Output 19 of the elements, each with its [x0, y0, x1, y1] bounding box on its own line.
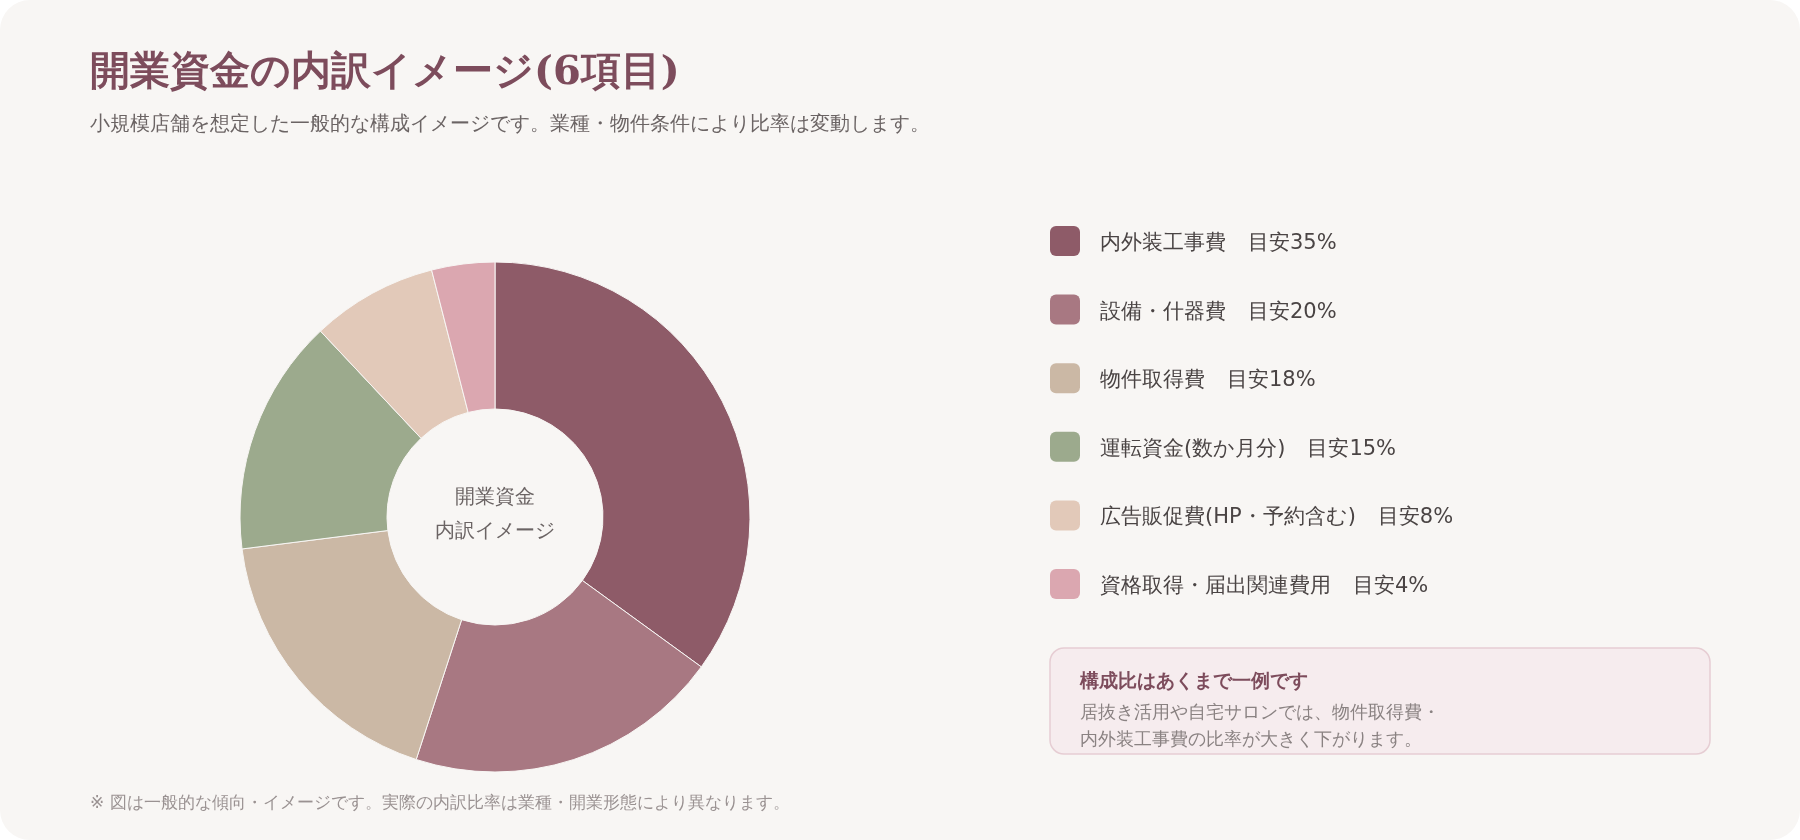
chart-subtitle: 小規模店舗を想定した一般的な構成イメージです。業種・物件条件により比率は変動します。: [90, 111, 930, 135]
data-label: 目安8%: [1377, 504, 1454, 529]
text: 構成比はあくまで一例です: [1079, 669, 1308, 691]
chart-title: 開業資金の内訳イメージ(6項目): [90, 46, 680, 93]
data-label: 目安35%: [1248, 230, 1337, 254]
legend-label: 広告販促費(HP・予約含む): [1100, 504, 1356, 529]
data-label: 目安15%: [1307, 435, 1397, 460]
text: ※ 図は一般的な傾向・イメージです。実際の内訳比率は業種・開業形態により異なります。: [90, 792, 790, 812]
text: 内訳イメージ: [435, 518, 555, 542]
data-label: 目安4%: [1353, 573, 1429, 597]
data-label: 目安20%: [1248, 298, 1337, 323]
legend-label: 設備・什器費: [1100, 298, 1226, 323]
legend-label: 運転資金(数か月分): [1100, 435, 1286, 460]
text: 居抜き活用や自宅サロンでは、物件取得費・内外装工事費の比率が大きく下がります。: [1080, 701, 1440, 749]
legend-label: 内外装工事費: [1100, 230, 1226, 254]
legend-label: 物件取得費: [1100, 367, 1205, 392]
text: 開業資金: [455, 484, 535, 508]
data-label: 目安18%: [1227, 367, 1316, 392]
legend-label: 資格取得・届出関連費用: [1100, 573, 1331, 597]
